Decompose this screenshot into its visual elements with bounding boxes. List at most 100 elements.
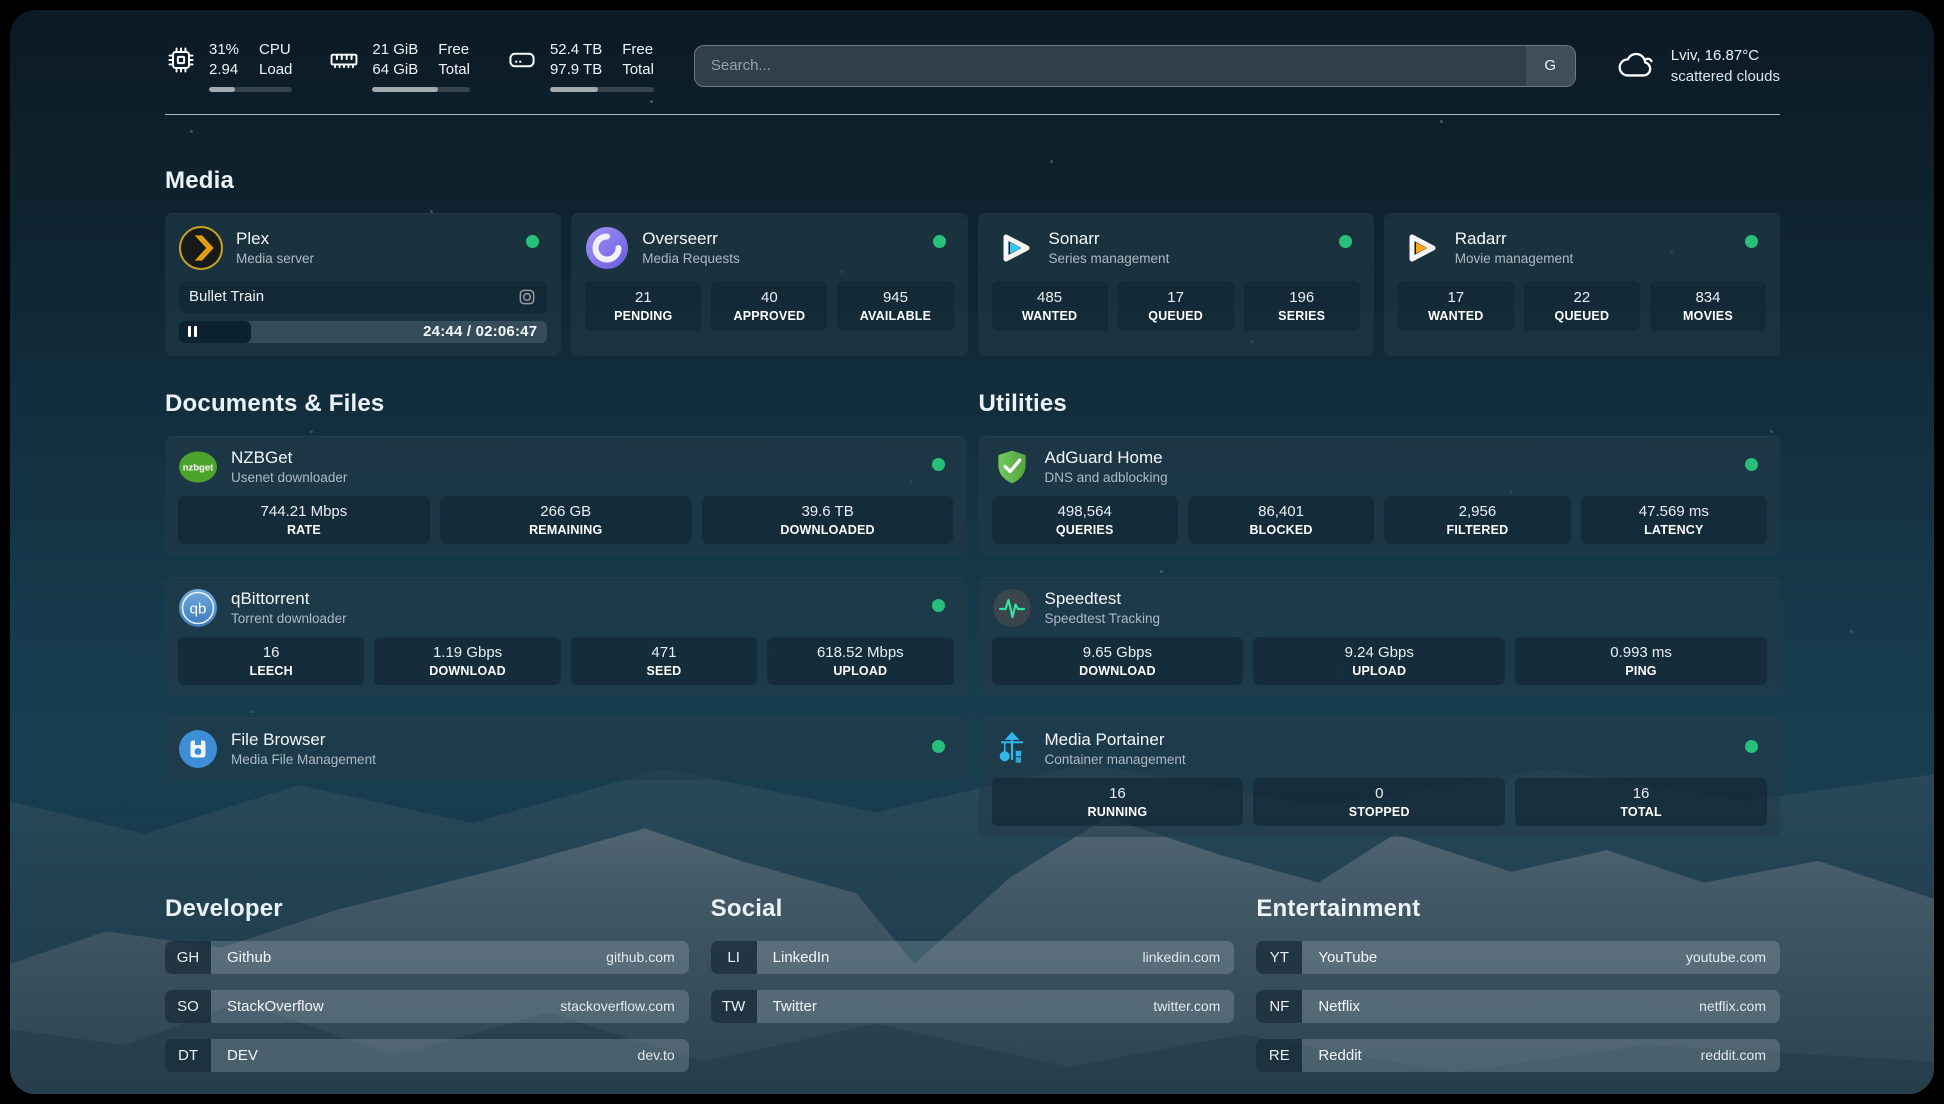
service-card-filebrowser[interactable]: File Browser Media File Management — [165, 717, 967, 780]
bookmark-url: netflix.com — [1699, 998, 1766, 1014]
stat-box: 485 WANTED — [991, 280, 1108, 331]
service-description: Media server — [236, 251, 315, 267]
bookmark-name: Github — [227, 948, 272, 966]
service-title: qBittorrent — [231, 588, 310, 608]
stat-box: 471 SEED — [570, 636, 758, 685]
bookmark-abbr: LI — [710, 940, 757, 974]
status-online-dot — [931, 739, 945, 753]
system-stats: 31% 2.94 CPU Load — [165, 40, 654, 92]
service-card-qbittorrent[interactable]: qb qBittorrent Torrent downloader 16 — [165, 576, 967, 696]
bookmark-reddit[interactable]: RE Reddit reddit.com — [1256, 1038, 1780, 1072]
cpu-icon — [165, 44, 197, 76]
service-description: Media Requests — [642, 251, 740, 267]
service-title: Sonarr — [1048, 228, 1100, 248]
bookmark-abbr: GH — [165, 940, 211, 974]
section-title-media: Media — [165, 166, 235, 194]
bookmark-dev[interactable]: DT DEV dev.to — [165, 1038, 689, 1072]
search-bar: G — [693, 44, 1576, 87]
stat-box: 9.24 Gbps UPLOAD — [1253, 636, 1506, 685]
service-title: NZBGet — [231, 447, 293, 467]
memory-free-value: 21 GiB — [372, 41, 419, 58]
bookmark-name: Netflix — [1318, 997, 1361, 1015]
playback-time: 24:44 / 02:06:47 — [423, 323, 538, 340]
stat-box: 40 APPROVED — [711, 280, 828, 331]
header-divider — [165, 113, 1780, 115]
service-card-radarr[interactable]: Radarr Movie management 17 WANTED 22 QUE… — [1383, 212, 1780, 356]
service-card-sonarr[interactable]: Sonarr Series management 485 WANTED 17 Q… — [977, 212, 1374, 356]
stat-box: 16 TOTAL — [1515, 777, 1767, 826]
stat-box: 945 AVAILABLE — [837, 280, 954, 331]
bookmark-stackoverflow[interactable]: SO StackOverflow stackoverflow.com — [165, 989, 689, 1023]
service-card-adguard[interactable]: AdGuard Home DNS and adblocking 498,564 … — [978, 435, 1780, 555]
cpu-usage-label: CPU — [259, 41, 291, 58]
bookmark-name: YouTube — [1318, 948, 1378, 966]
plex-icon — [179, 225, 223, 270]
bookmark-netflix[interactable]: NF Netflix netflix.com — [1256, 989, 1780, 1023]
stat-box: 266 GB REMAINING — [439, 495, 692, 544]
stat-box: 21 PENDING — [585, 280, 702, 331]
service-description: Speedtest Tracking — [1044, 611, 1161, 627]
stat-box: 196 SERIES — [1243, 280, 1360, 331]
stat-box: 86,401 BLOCKED — [1187, 495, 1375, 544]
search-input[interactable] — [694, 45, 1525, 86]
bookmark-github[interactable]: GH Github github.com — [165, 940, 689, 974]
service-title: AdGuard Home — [1044, 447, 1163, 467]
cpu-widget: 31% 2.94 CPU Load — [165, 40, 293, 92]
service-title: File Browser — [231, 729, 326, 749]
service-card-speedtest[interactable]: Speedtest Speedtest Tracking 9.65 Gbps D… — [978, 576, 1780, 696]
section-media: Media Plex Media server — [165, 167, 1780, 356]
bookmark-youtube[interactable]: YT YouTube youtube.com — [1256, 940, 1780, 974]
service-card-portainer[interactable]: Media Portainer Container management 16 … — [978, 717, 1780, 837]
nzbget-icon: nzbget — [178, 447, 218, 487]
status-online-dot — [1745, 234, 1758, 248]
search-provider-button[interactable]: G — [1524, 45, 1575, 86]
section-utilities: Utilities — [978, 390, 1780, 837]
dashboard-screen: 31% 2.94 CPU Load — [10, 10, 1934, 1094]
stat-box: 17 QUEUED — [1117, 280, 1234, 331]
pause-icon — [188, 326, 197, 337]
now-playing-row: Bullet Train — [179, 280, 548, 313]
cloud-icon — [1616, 49, 1658, 83]
disk-icon — [506, 44, 538, 76]
bookmark-url: twitter.com — [1153, 998, 1221, 1014]
section-title-documents: Documents & Files — [165, 389, 385, 417]
stat-box: 0 STOPPED — [1253, 777, 1506, 826]
service-description: DNS and adblocking — [1044, 470, 1168, 486]
svg-text:nzbget: nzbget — [183, 462, 214, 473]
bookmark-url: youtube.com — [1685, 949, 1766, 965]
service-card-nzbget[interactable]: nzbget NZBGet Usenet downloader 744.21 M… — [165, 435, 967, 555]
service-card-overseerr[interactable]: Overseerr Media Requests 21 PENDING 40 A… — [571, 212, 968, 356]
disk-total-value: 97.9 TB — [549, 61, 603, 79]
memory-icon — [328, 44, 360, 76]
disk-progress-bar — [549, 86, 654, 92]
status-online-dot — [526, 234, 540, 248]
disk-widget: 52.4 TB 97.9 TB Free Total — [506, 40, 654, 92]
bookmark-name: StackOverflow — [227, 997, 324, 1015]
bookmark-url: reddit.com — [1700, 1047, 1766, 1063]
bookmark-abbr: RE — [1256, 1038, 1303, 1072]
stat-box: 498,564 QUERIES — [991, 495, 1178, 544]
stat-box: 22 QUEUED — [1523, 280, 1640, 331]
section-title-social: Social — [710, 894, 783, 922]
bookmark-linkedin[interactable]: LI LinkedIn linkedin.com — [710, 940, 1235, 974]
bookmark-name: Reddit — [1318, 1046, 1362, 1064]
service-card-plex[interactable]: Plex Media server Bullet Train — [165, 212, 562, 356]
status-online-dot — [1745, 457, 1758, 471]
cpu-usage-value: 31% — [209, 41, 240, 58]
service-title: Speedtest — [1044, 588, 1122, 608]
section-entertainment: Entertainment YT YouTube youtube.com NF … — [1256, 895, 1780, 1072]
bookmark-abbr: YT — [1256, 940, 1303, 974]
disk-free-label: Free — [622, 41, 654, 58]
stat-box: 834 MOVIES — [1649, 280, 1766, 331]
service-description: Series management — [1048, 251, 1170, 267]
bookmark-abbr: DT — [165, 1038, 211, 1072]
speedtest-icon — [992, 588, 1032, 628]
weather-widget: Lviv, 16.87°C scattered clouds — [1616, 45, 1780, 87]
stat-box: 16 LEECH — [178, 636, 365, 685]
stat-box: 16 RUNNING — [991, 777, 1244, 826]
cpu-load-value: 2.94 — [209, 61, 239, 79]
stat-box: 1.19 Gbps DOWNLOAD — [374, 636, 561, 685]
memory-widget: 21 GiB 64 GiB Free Total — [328, 40, 470, 92]
bookmark-twitter[interactable]: TW Twitter twitter.com — [710, 989, 1235, 1023]
stat-box: 39.6 TB DOWNLOADED — [701, 495, 954, 544]
